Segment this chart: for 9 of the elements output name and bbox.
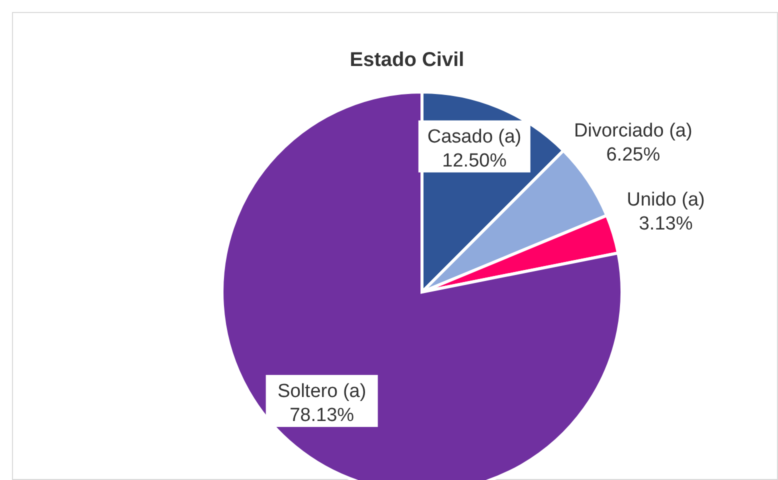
data-label: 3.13% bbox=[638, 214, 693, 235]
slice-label: Divorciado (a) bbox=[574, 120, 692, 142]
slice-label: Unido (a) bbox=[626, 190, 705, 211]
slice-label: Soltero (a) bbox=[277, 380, 366, 402]
chart-title: Estado Civil bbox=[350, 49, 464, 71]
data-label: 12.50% bbox=[442, 150, 507, 172]
data-label: 78.13% bbox=[290, 404, 354, 426]
slice-label: Casado (a) bbox=[427, 126, 522, 148]
data-label: 6.25% bbox=[606, 144, 660, 166]
